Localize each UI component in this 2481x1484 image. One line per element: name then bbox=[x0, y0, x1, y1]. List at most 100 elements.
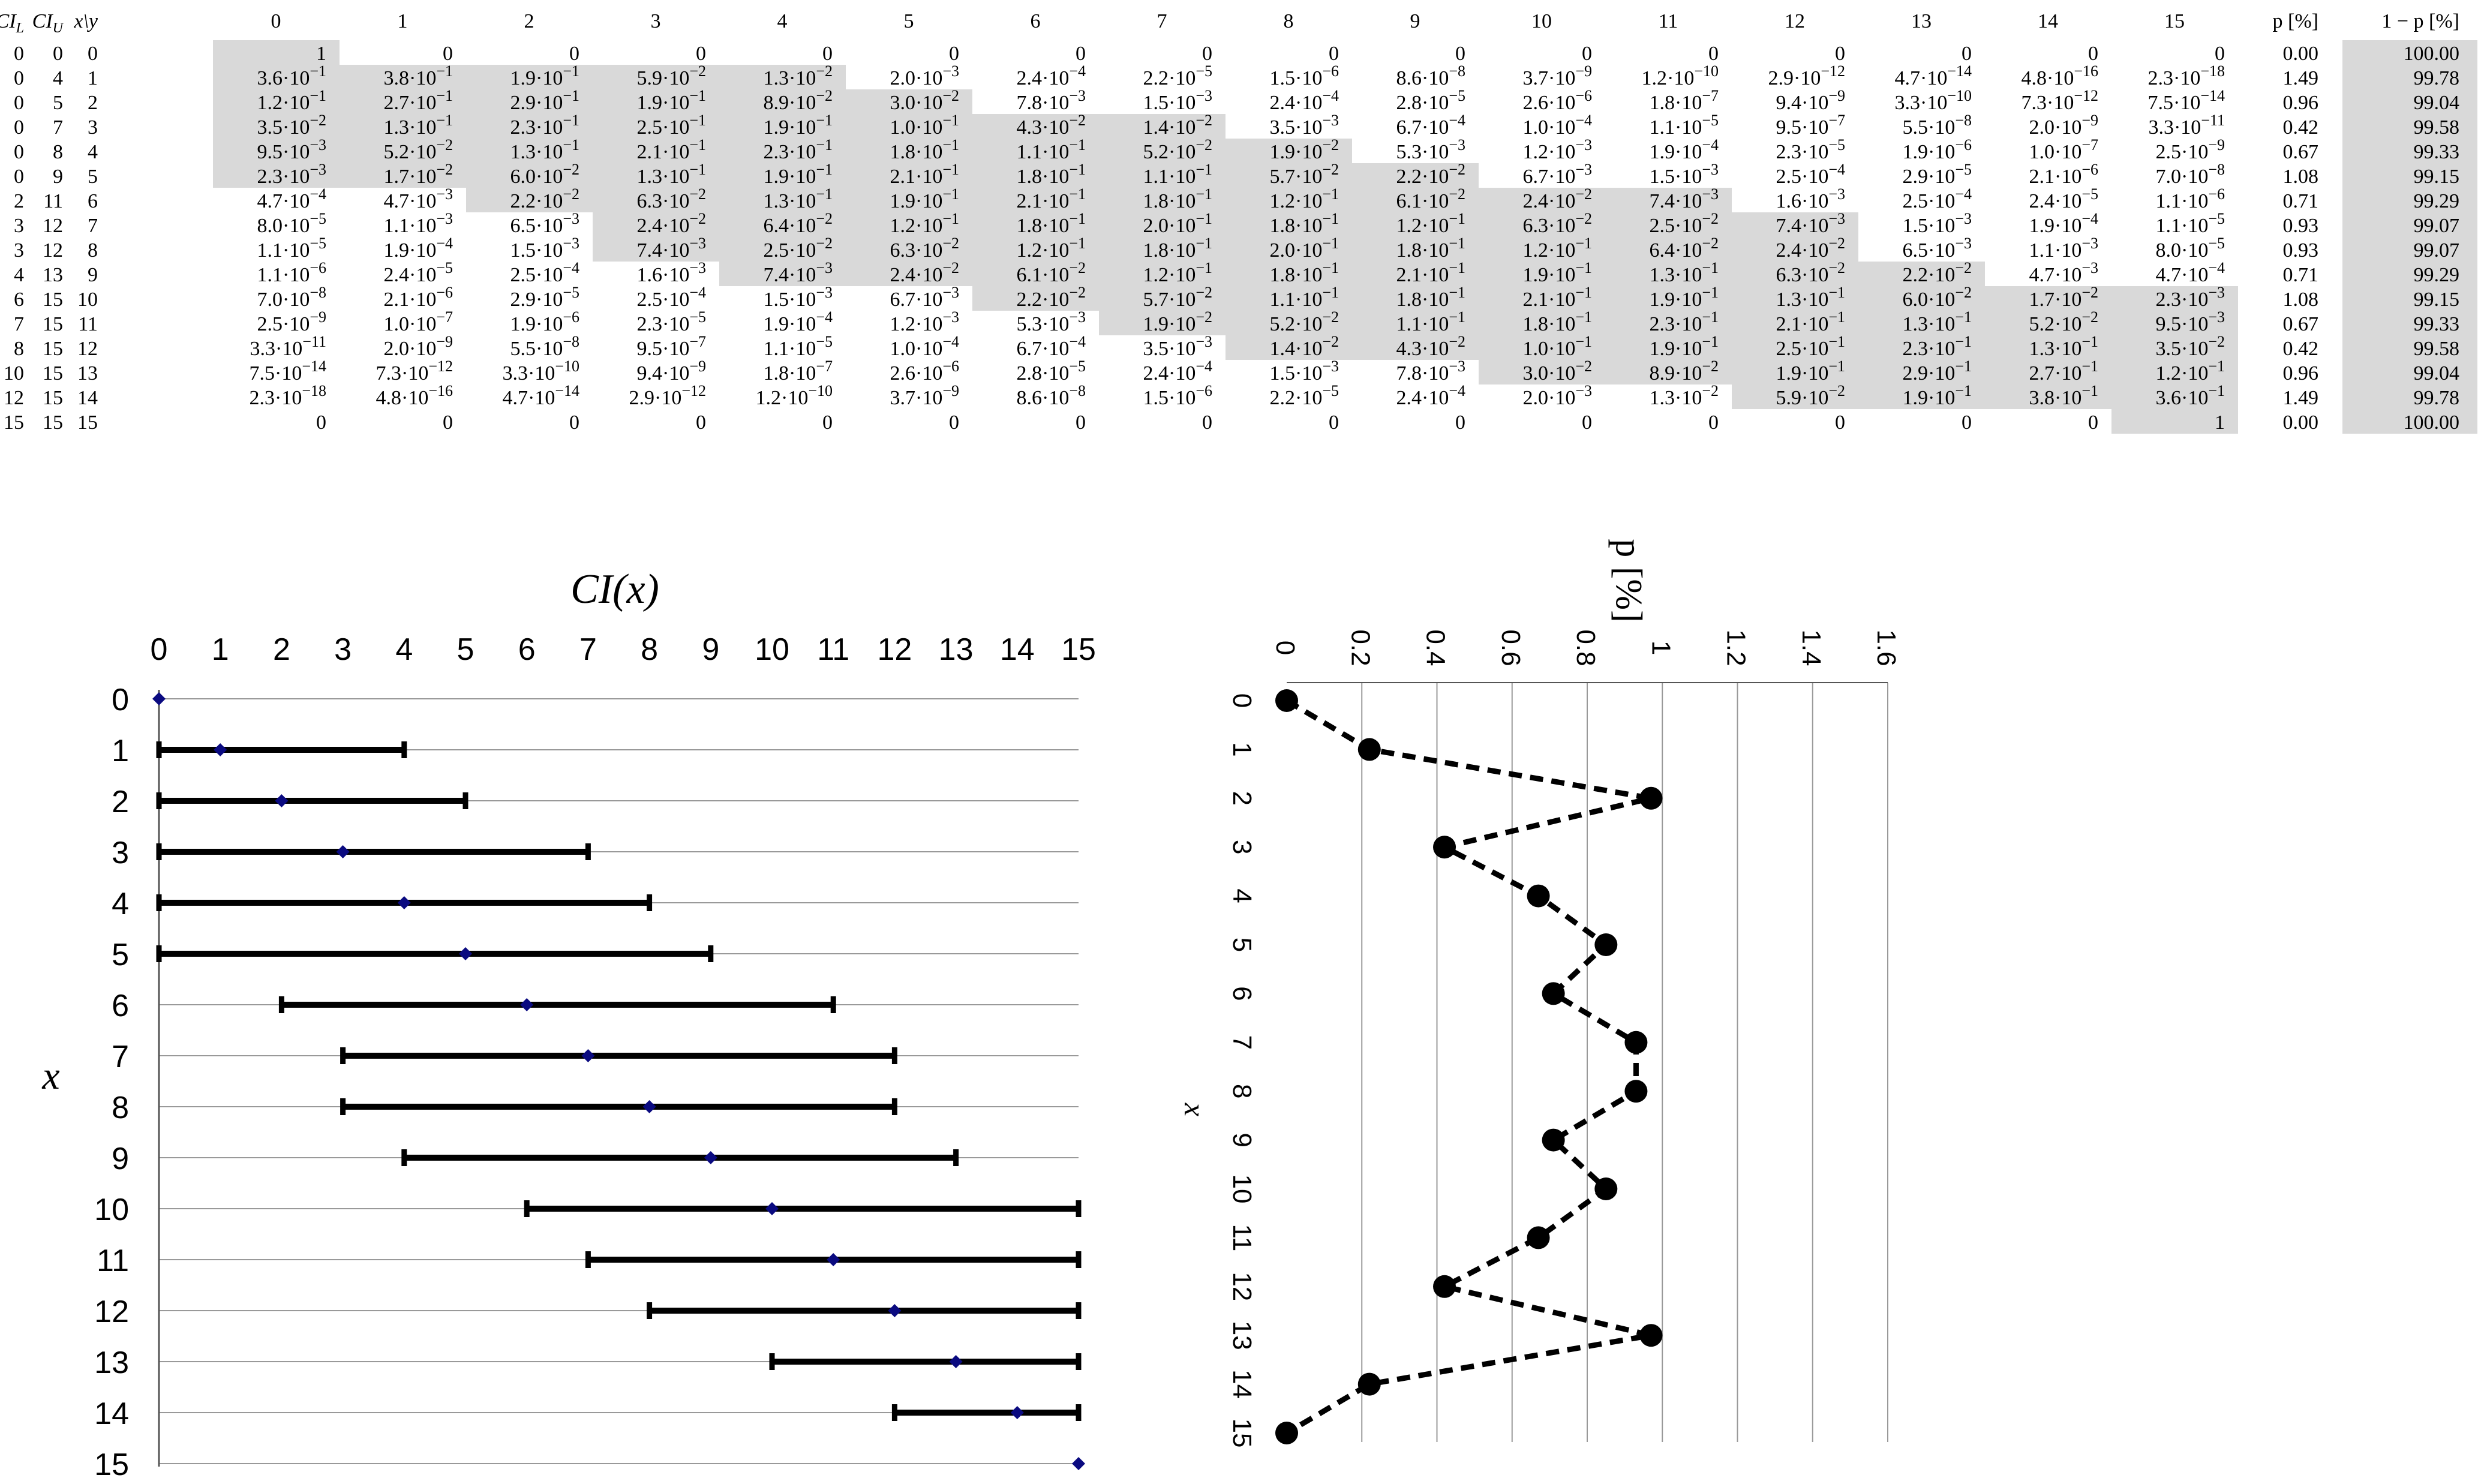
cell-7-7: 2.0·10−1 bbox=[1143, 210, 1213, 237]
p-point-11 bbox=[1527, 1226, 1550, 1249]
cell-10-3: 2.5·10−4 bbox=[637, 284, 707, 311]
ci-x-tick-15: 15 bbox=[1061, 632, 1096, 667]
row-15-1-minus-p: 100.00 bbox=[2404, 411, 2460, 434]
cell-13-1: 7.3·10−12 bbox=[376, 358, 453, 384]
cell-9-3: 1.6·10−3 bbox=[637, 259, 707, 286]
cell-1-5: 2.0·10−3 bbox=[890, 62, 960, 89]
ci-y-tick-10: 10 bbox=[94, 1192, 129, 1227]
cell-8-10: 1.2·10−1 bbox=[1523, 235, 1593, 262]
table-header-y-15: 15 bbox=[2164, 10, 2185, 32]
row-7-ci-upper: 12 bbox=[43, 215, 63, 237]
cell-6-11: 7.4·10−3 bbox=[1650, 185, 1719, 212]
cell-10-0: 7.0·10−8 bbox=[257, 284, 327, 311]
cell-6-2: 2.2·10−2 bbox=[510, 185, 580, 212]
p-value-tick-1: 0.2 bbox=[1345, 629, 1375, 666]
cell-4-4: 2.3·10−1 bbox=[764, 136, 833, 163]
table-header-y-8: 8 bbox=[1284, 10, 1294, 32]
cell-1-0: 3.6·10−1 bbox=[257, 62, 327, 89]
ci-x-tick-9: 9 bbox=[702, 632, 719, 667]
cell-10-2: 2.9·10−5 bbox=[510, 284, 580, 311]
row-6-ci-upper: 11 bbox=[43, 190, 63, 212]
cell-10-7: 5.7·10−2 bbox=[1143, 284, 1213, 311]
p-x-tick-7: 7 bbox=[1227, 1035, 1257, 1050]
cell-3-1: 1.3·10−1 bbox=[384, 112, 453, 139]
cell-4-6: 1.1·10−1 bbox=[1017, 136, 1086, 163]
row-11-p: 0.67 bbox=[2283, 313, 2319, 335]
cell-5-1: 1.7·10−2 bbox=[384, 161, 453, 188]
p-point-6 bbox=[1542, 982, 1565, 1005]
cell-1-15: 2.3·10−18 bbox=[2148, 62, 2225, 89]
cell-12-3: 9.5·10−7 bbox=[637, 333, 707, 360]
cell-14-13: 1.9·10−1 bbox=[1903, 382, 1972, 409]
row-7-1-minus-p: 99.07 bbox=[2414, 215, 2460, 237]
ci-x-tick-13: 13 bbox=[939, 632, 974, 667]
cell-0-7: 0 bbox=[1202, 43, 1212, 65]
cell-15-2: 0 bbox=[569, 411, 579, 434]
ci-point-3 bbox=[336, 845, 350, 858]
row-13-ci-lower: 10 bbox=[4, 362, 24, 384]
table-header-y-10: 10 bbox=[1531, 10, 1552, 32]
cell-11-6: 5.3·10−3 bbox=[1017, 308, 1086, 335]
ci-x-tick-4: 4 bbox=[395, 632, 413, 667]
ci-y-tick-13: 13 bbox=[94, 1345, 129, 1380]
cell-11-3: 2.3·10−5 bbox=[637, 308, 707, 335]
p-point-9 bbox=[1542, 1128, 1565, 1152]
table-header-y-13: 13 bbox=[1911, 10, 1932, 32]
cell-11-4: 1.9·10−4 bbox=[764, 308, 833, 335]
p-x-tick-2: 2 bbox=[1227, 791, 1257, 806]
ci-x-tick-1: 1 bbox=[212, 632, 229, 667]
cell-6-1: 4.7·10−3 bbox=[384, 185, 453, 212]
p-x-tick-13: 13 bbox=[1227, 1321, 1257, 1350]
p-x-tick-11: 11 bbox=[1227, 1224, 1257, 1252]
cell-0-5: 0 bbox=[949, 43, 959, 65]
cell-7-6: 1.8·10−1 bbox=[1017, 210, 1086, 237]
row-14-1-minus-p: 99.78 bbox=[2414, 387, 2460, 409]
row-14-x: 14 bbox=[77, 387, 98, 409]
cell-9-12: 6.3·10−2 bbox=[1776, 259, 1846, 286]
table-header-p: p [%] bbox=[2273, 10, 2318, 32]
cell-2-12: 9.4·10−9 bbox=[1776, 87, 1846, 114]
cell-15-8: 0 bbox=[1329, 411, 1339, 434]
cell-8-11: 6.4·10−2 bbox=[1650, 235, 1719, 262]
cell-4-13: 1.9·10−6 bbox=[1903, 136, 1972, 163]
row-9-x: 9 bbox=[88, 264, 98, 286]
p-point-10 bbox=[1594, 1177, 1618, 1200]
cell-12-6: 6.7·10−4 bbox=[1017, 333, 1086, 360]
cell-0-6: 0 bbox=[1076, 43, 1086, 65]
table-header-y-12: 12 bbox=[1785, 10, 1805, 32]
cell-11-5: 1.2·10−3 bbox=[890, 308, 960, 335]
row-15-ci-upper: 15 bbox=[43, 411, 63, 434]
cell-7-13: 1.5·10−3 bbox=[1903, 210, 1972, 237]
cell-5-4: 1.9·10−1 bbox=[764, 161, 833, 188]
cell-0-8: 0 bbox=[1329, 43, 1339, 65]
cell-6-13: 2.5·10−4 bbox=[1903, 185, 1972, 212]
cell-6-7: 1.8·10−1 bbox=[1143, 185, 1213, 212]
row-0-ci-lower: 0 bbox=[14, 43, 24, 65]
cell-7-9: 1.2·10−1 bbox=[1396, 210, 1466, 237]
table-header-1-minus-p: 1 − p [%] bbox=[2381, 10, 2459, 32]
ci-y-tick-4: 4 bbox=[112, 887, 129, 921]
p-point-13 bbox=[1639, 1324, 1663, 1347]
row-3-1-minus-p: 99.58 bbox=[2414, 116, 2460, 139]
cell-15-12: 0 bbox=[1835, 411, 1845, 434]
cell-14-15: 3.6·10−1 bbox=[2156, 382, 2225, 409]
cell-10-9: 1.8·10−1 bbox=[1396, 284, 1466, 311]
row-2-p: 0.96 bbox=[2283, 92, 2319, 114]
cell-7-2: 6.5·10−3 bbox=[510, 210, 580, 237]
cell-9-0: 1.1·10−6 bbox=[257, 259, 327, 286]
cell-14-14: 3.8·10−1 bbox=[2029, 382, 2099, 409]
row-5-x: 5 bbox=[88, 166, 98, 188]
cell-0-13: 0 bbox=[1962, 43, 1972, 65]
ci-shade-row-10 bbox=[972, 286, 2238, 311]
cell-3-8: 3.5·10−3 bbox=[1270, 112, 1339, 139]
ci-x-tick-12: 12 bbox=[877, 632, 912, 667]
p-point-3 bbox=[1433, 836, 1456, 859]
table-header-y-11: 11 bbox=[1659, 10, 1678, 32]
cell-9-4: 7.4·10−3 bbox=[764, 259, 833, 286]
cell-14-7: 1.5·10−6 bbox=[1143, 382, 1213, 409]
cell-1-1: 3.8·10−1 bbox=[384, 62, 453, 89]
row-4-ci-upper: 8 bbox=[53, 141, 63, 163]
cell-12-4: 1.1·10−5 bbox=[764, 333, 833, 360]
cell-15-3: 0 bbox=[696, 411, 706, 434]
cell-0-2: 0 bbox=[569, 43, 579, 65]
